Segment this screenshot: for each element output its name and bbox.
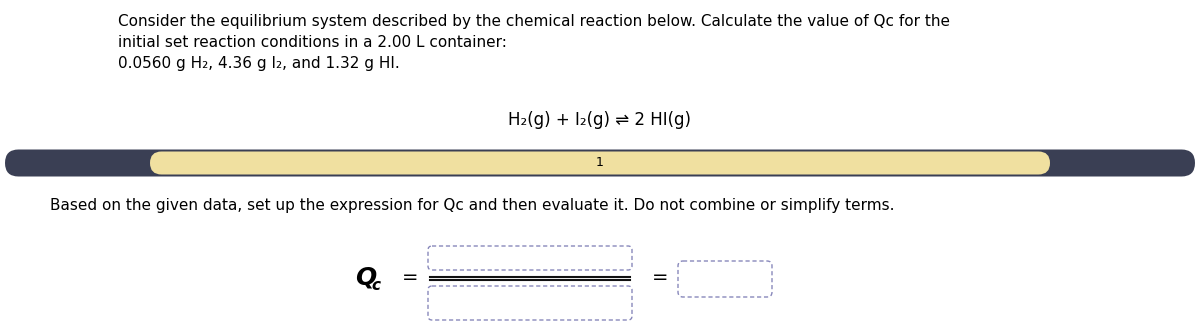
- Text: H₂(g) + I₂(g) ⇌ 2 HI(g): H₂(g) + I₂(g) ⇌ 2 HI(g): [509, 111, 691, 129]
- FancyBboxPatch shape: [678, 261, 772, 297]
- Text: c: c: [371, 278, 380, 293]
- Text: Q: Q: [355, 266, 377, 290]
- FancyBboxPatch shape: [150, 152, 1050, 174]
- Text: Based on the given data, set up the expression for Qc and then evaluate it. Do n: Based on the given data, set up the expr…: [50, 198, 894, 213]
- Text: 0.0560 g H₂, 4.36 g I₂, and 1.32 g HI.: 0.0560 g H₂, 4.36 g I₂, and 1.32 g HI.: [118, 56, 400, 71]
- FancyBboxPatch shape: [5, 150, 1195, 176]
- Text: =: =: [652, 269, 668, 288]
- Text: 1: 1: [596, 157, 604, 169]
- Text: initial set reaction conditions in a 2.00 L container:: initial set reaction conditions in a 2.0…: [118, 35, 506, 50]
- Text: Consider the equilibrium system described by the chemical reaction below. Calcul: Consider the equilibrium system describe…: [118, 14, 950, 29]
- FancyBboxPatch shape: [428, 286, 632, 320]
- Text: =: =: [402, 269, 419, 288]
- FancyBboxPatch shape: [428, 246, 632, 270]
